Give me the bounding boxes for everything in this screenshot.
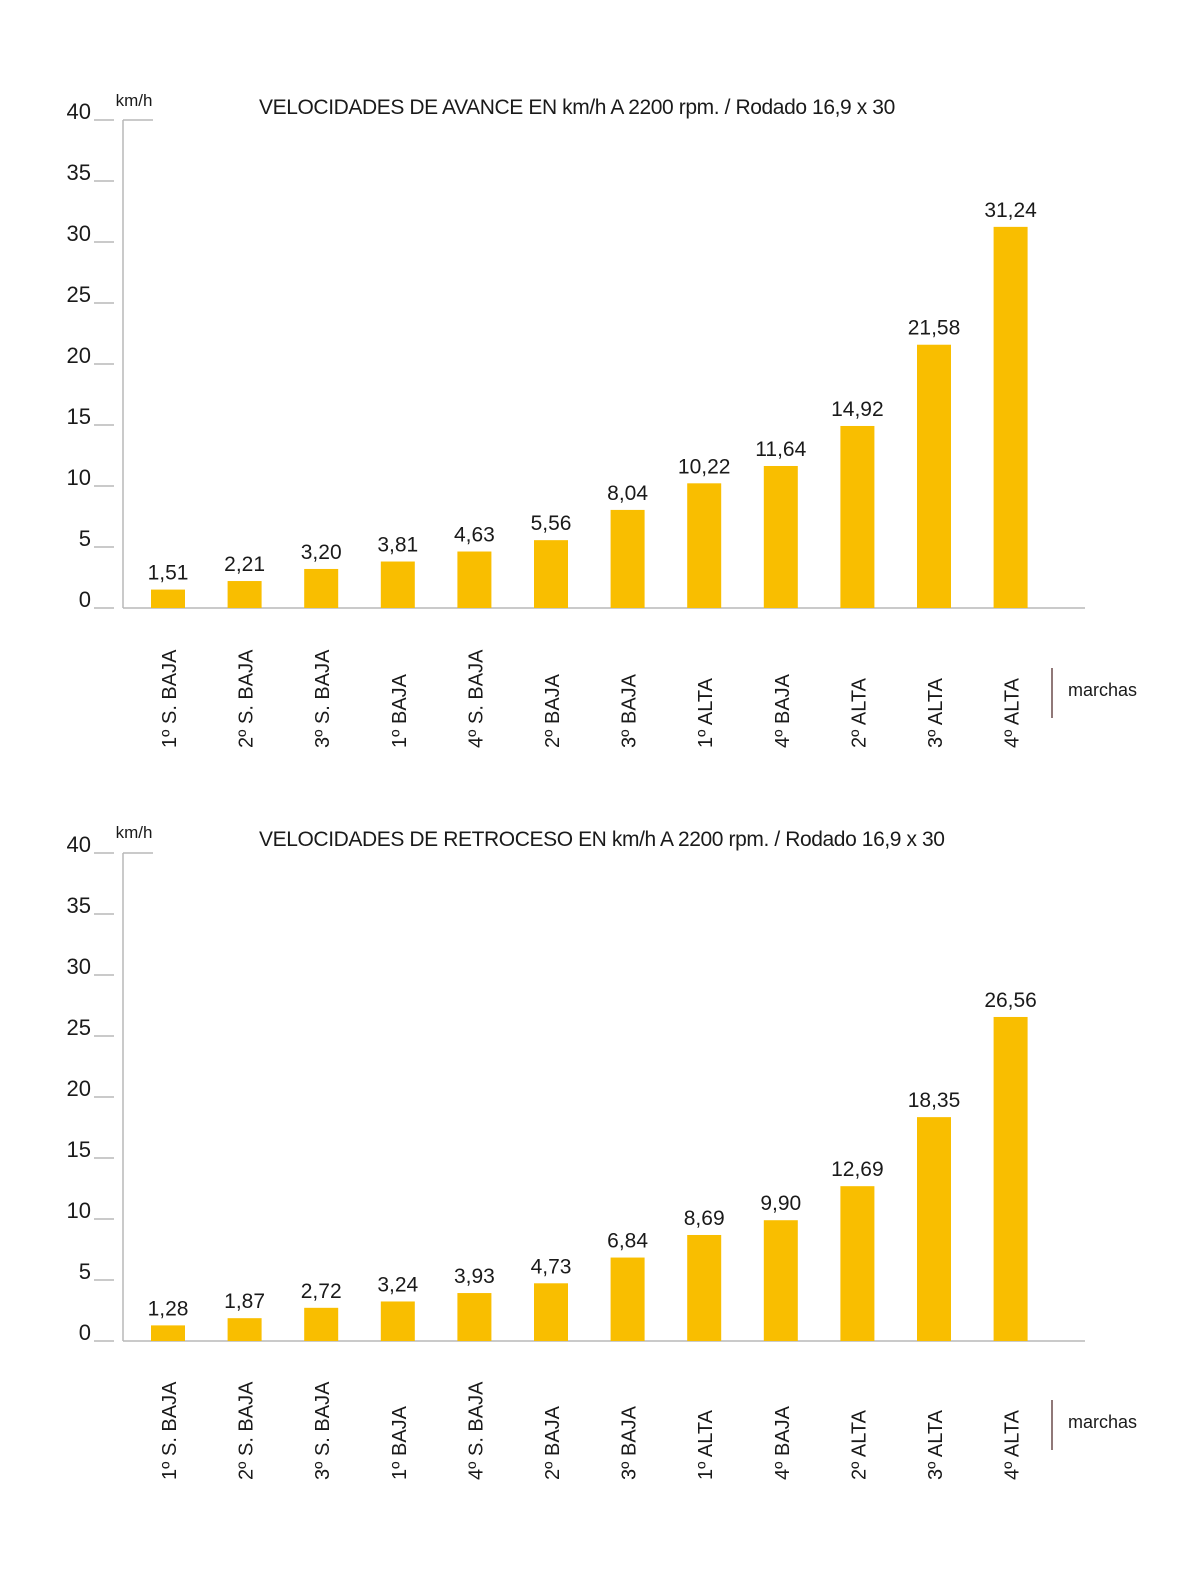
x-tick-label: 4º BAJA — [772, 673, 794, 748]
bar — [457, 1293, 492, 1341]
x-tick-label: 3º ALTA — [925, 677, 947, 748]
data-label: 12,69 — [831, 1158, 884, 1181]
x-tick-label: 4º ALTA — [1002, 1409, 1024, 1480]
x-tick-label: 2º S. BAJA — [236, 649, 258, 748]
bar — [687, 1234, 722, 1341]
x-tick-label: 3º BAJA — [619, 673, 641, 748]
x-tick-label: 1º S. BAJA — [159, 649, 181, 748]
y-tick-label: 25 — [67, 1015, 91, 1040]
bar — [610, 509, 645, 608]
x-tick-label: 1º ALTA — [695, 1409, 717, 1480]
bar — [917, 344, 951, 608]
y-tick-label: 0 — [79, 587, 91, 612]
y-tick-label: 40 — [67, 832, 91, 857]
bar — [763, 1220, 798, 1341]
bar — [227, 1318, 262, 1341]
data-label: 10,22 — [678, 455, 731, 478]
data-label: 14,92 — [831, 398, 884, 421]
y-tick-label: 5 — [79, 1259, 91, 1284]
bar — [993, 226, 1028, 608]
x-axis-name: marchas — [1068, 1412, 1137, 1432]
data-label: 21,58 — [908, 317, 961, 340]
data-label: 18,35 — [908, 1089, 961, 1112]
y-tick-label: 15 — [67, 1137, 91, 1162]
x-tick-label: 3º ALTA — [925, 1409, 947, 1480]
data-label: 11,64 — [755, 438, 806, 461]
y-tick-label: 0 — [79, 1320, 91, 1345]
x-tick-label: 4º ALTA — [1002, 677, 1024, 748]
bar — [534, 1283, 568, 1341]
y-tick-label: 5 — [79, 526, 91, 551]
bar — [151, 1325, 185, 1341]
data-label: 3,20 — [301, 541, 342, 564]
data-label: 2,21 — [224, 553, 265, 576]
x-tick-label: 3º S. BAJA — [312, 1381, 334, 1480]
data-label: 9,90 — [760, 1192, 801, 1215]
y-tick-label: 10 — [67, 1198, 91, 1223]
x-tick-label: 2º BAJA — [542, 1405, 564, 1480]
x-tick-label: 3º BAJA — [619, 1405, 641, 1480]
bar — [534, 540, 568, 608]
x-tick-label: 1º BAJA — [389, 673, 411, 748]
bar-chart-1: VELOCIDADES DE AVANCE EN km/h A 2200 rpm… — [67, 91, 1138, 748]
data-label: 4,63 — [454, 524, 495, 547]
data-label: 4,73 — [531, 1255, 572, 1278]
data-label: 2,72 — [301, 1280, 342, 1303]
chart-title: VELOCIDADES DE AVANCE EN km/h A 2200 rpm… — [259, 96, 895, 119]
bar — [993, 1016, 1028, 1341]
data-label: 1,87 — [224, 1290, 265, 1313]
bar — [380, 1301, 415, 1341]
x-tick-label: 1º BAJA — [389, 1405, 411, 1480]
chart-title: VELOCIDADES DE RETROCESO EN km/h A 2200 … — [259, 828, 945, 851]
y-tick-label: 35 — [67, 893, 91, 918]
y-axis-unit: km/h — [116, 91, 153, 110]
data-label: 26,56 — [984, 989, 1037, 1012]
x-tick-label: 4º S. BAJA — [465, 649, 487, 748]
bar — [840, 425, 875, 608]
y-tick-label: 30 — [67, 954, 91, 979]
x-tick-label: 4º BAJA — [772, 1405, 794, 1480]
data-label: 5,56 — [531, 512, 572, 535]
data-label: 8,04 — [607, 482, 648, 505]
data-label: 1,51 — [148, 562, 189, 585]
y-tick-label: 35 — [67, 160, 91, 185]
bar — [917, 1117, 951, 1341]
x-tick-label: 1º S. BAJA — [159, 1381, 181, 1480]
x-tick-label: 2º BAJA — [542, 673, 564, 748]
y-tick-label: 20 — [67, 1076, 91, 1101]
data-label: 1,28 — [148, 1297, 189, 1320]
data-label: 3,24 — [377, 1273, 418, 1296]
y-tick-label: 20 — [67, 343, 91, 368]
bar — [457, 551, 492, 608]
y-tick-label: 10 — [67, 465, 91, 490]
y-tick-label: 40 — [67, 99, 91, 124]
bar — [304, 568, 339, 608]
data-label: 31,24 — [984, 199, 1037, 222]
y-axis-unit: km/h — [116, 823, 153, 842]
data-label: 6,84 — [607, 1230, 648, 1253]
bar — [304, 1307, 339, 1341]
bar — [763, 465, 798, 608]
x-tick-label: 1º ALTA — [695, 677, 717, 748]
data-label: 3,93 — [454, 1265, 495, 1288]
bar — [610, 1257, 645, 1341]
x-tick-label: 4º S. BAJA — [465, 1381, 487, 1480]
bar — [687, 483, 722, 608]
y-tick-label: 25 — [67, 282, 91, 307]
x-tick-label: 3º S. BAJA — [312, 649, 334, 748]
x-tick-label: 2º ALTA — [848, 677, 870, 748]
y-tick-label: 30 — [67, 221, 91, 246]
y-tick-label: 15 — [67, 404, 91, 429]
data-label: 8,69 — [684, 1207, 725, 1230]
bar — [227, 581, 262, 608]
bar-chart-2: VELOCIDADES DE RETROCESO EN km/h A 2200 … — [67, 823, 1138, 1480]
bar — [380, 561, 415, 608]
x-tick-label: 2º S. BAJA — [236, 1381, 258, 1480]
x-tick-label: 2º ALTA — [848, 1409, 870, 1480]
x-axis-name: marchas — [1068, 680, 1137, 700]
bar — [151, 589, 185, 608]
data-label: 3,81 — [377, 534, 418, 557]
bar — [840, 1186, 875, 1341]
